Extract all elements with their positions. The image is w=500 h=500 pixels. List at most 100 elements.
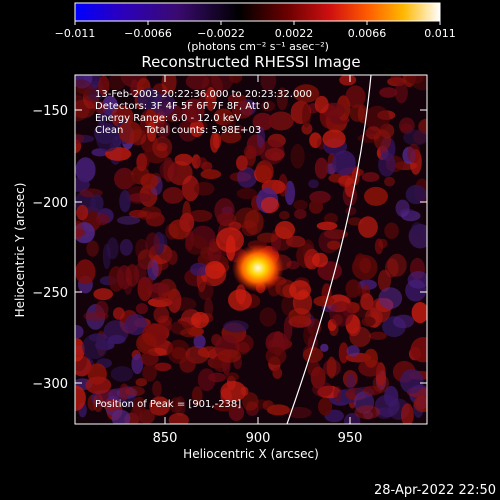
emission-blob xyxy=(145,232,160,256)
emission-blob xyxy=(214,198,235,224)
emission-blob xyxy=(75,99,96,119)
emission-blob xyxy=(413,130,426,144)
emission-blob xyxy=(320,343,329,352)
emission-blob xyxy=(116,174,139,186)
emission-blob xyxy=(107,75,126,91)
emission-blob xyxy=(289,280,311,300)
y-tick-label: −300 xyxy=(32,377,68,392)
y-axis-ticks xyxy=(75,109,427,384)
y-tick-label: −200 xyxy=(32,196,68,211)
solar-limb-line xyxy=(286,75,372,424)
emission-blob xyxy=(344,177,355,198)
emission-blob xyxy=(118,121,142,144)
colorbar-tick-label: −0.011 xyxy=(55,27,96,40)
emission-blob xyxy=(286,260,300,270)
emission-blob xyxy=(159,159,179,181)
emission-blob xyxy=(204,297,214,320)
emission-blob xyxy=(75,228,86,238)
emission-blob xyxy=(179,356,196,373)
emission-blob xyxy=(265,346,287,365)
plot-frame xyxy=(74,74,428,425)
emission-blob xyxy=(256,232,278,243)
emission-blob xyxy=(96,126,120,152)
algorithm-label: Clean xyxy=(95,125,123,136)
emission-blob xyxy=(359,257,372,274)
emission-blob xyxy=(261,196,279,214)
emission-blob xyxy=(94,101,107,114)
emission-blob xyxy=(354,405,381,420)
emission-blob xyxy=(332,150,356,176)
emission-blob xyxy=(403,129,427,146)
emission-blob xyxy=(379,87,398,98)
emission-blob xyxy=(400,369,424,394)
emission-blob xyxy=(378,152,396,177)
emission-blob xyxy=(131,353,144,375)
emission-blob xyxy=(136,333,157,354)
emission-blob xyxy=(167,250,178,265)
emission-blob xyxy=(119,190,131,213)
emission-blob xyxy=(236,188,258,200)
colorbar-units: (photons cm⁻² s⁻¹ asec⁻²) xyxy=(187,40,329,53)
emission-blob xyxy=(217,349,242,363)
emission-blob xyxy=(75,356,92,377)
emission-blob xyxy=(345,206,357,216)
emission-blob xyxy=(136,153,148,172)
emission-blob xyxy=(290,143,305,169)
emission-blob xyxy=(153,306,170,324)
colorbar-tick-label: −0.0022 xyxy=(197,27,245,40)
emission-blob xyxy=(208,372,226,383)
colorbar-gradient xyxy=(74,2,441,22)
emission-blob xyxy=(312,381,333,397)
emission-blob xyxy=(316,221,338,231)
emission-blob xyxy=(364,348,378,368)
emission-blob xyxy=(392,314,415,329)
emission-blob xyxy=(410,75,427,91)
emission-blob xyxy=(358,216,378,238)
emission-blob xyxy=(236,155,248,171)
emission-blob xyxy=(119,239,133,256)
emission-blob xyxy=(390,75,402,84)
colorbar: −0.011 −0.0066 −0.0022 0.0022 0.0066 0.0… xyxy=(55,2,456,53)
emission-blob xyxy=(75,338,85,362)
emission-blob xyxy=(314,95,329,114)
emission-blob xyxy=(276,87,288,111)
emission-blob xyxy=(242,392,259,411)
emission-blob xyxy=(286,235,306,248)
emission-blob xyxy=(401,403,414,424)
emission-blob xyxy=(360,293,374,311)
emission-blob xyxy=(135,303,148,315)
emission-blob xyxy=(373,129,392,151)
emission-blob xyxy=(95,300,109,318)
emission-blob xyxy=(385,258,399,278)
emission-blob xyxy=(275,221,295,239)
emission-blob xyxy=(243,145,257,160)
emission-blob xyxy=(286,406,312,419)
emission-blob xyxy=(132,396,146,416)
emission-blob xyxy=(259,139,285,165)
emission-blob xyxy=(184,235,208,255)
emission-blob xyxy=(75,133,85,144)
emission-blob xyxy=(362,385,382,396)
emission-blob xyxy=(223,320,249,333)
emission-blob xyxy=(309,132,322,148)
x-axis-ticks xyxy=(164,75,351,424)
emission-blob xyxy=(117,215,141,225)
emission-blob xyxy=(301,123,313,135)
emission-blob xyxy=(314,157,329,179)
emission-blob xyxy=(345,279,362,298)
emission-blob xyxy=(102,243,111,270)
emission-blob xyxy=(75,157,96,183)
emission-blob xyxy=(364,105,390,132)
emission-blob xyxy=(185,75,210,90)
emission-blob xyxy=(233,124,244,134)
emission-blob xyxy=(128,209,148,218)
y-axis-label: Heliocentric Y (arcsec) xyxy=(13,183,27,318)
emission-blob xyxy=(75,177,90,192)
emission-blob xyxy=(255,160,274,184)
emission-blob xyxy=(234,334,254,353)
emission-blob xyxy=(190,262,209,276)
emission-blob xyxy=(361,316,376,327)
emission-blob xyxy=(220,130,242,144)
emission-blob xyxy=(344,413,361,424)
